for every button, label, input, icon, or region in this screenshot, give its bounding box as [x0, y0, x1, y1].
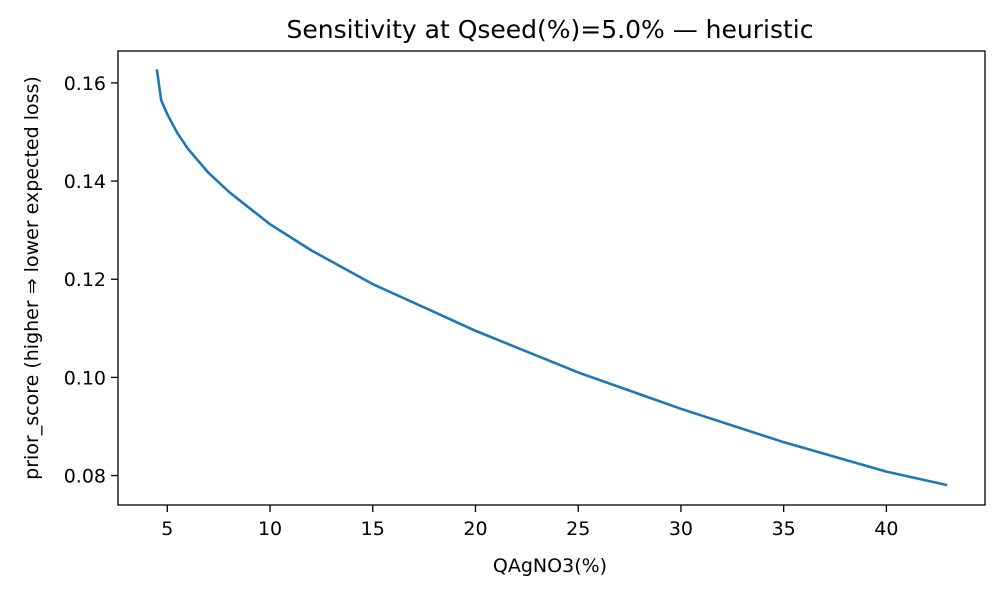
x-tick-label-40: 40	[874, 518, 898, 540]
x-axis-label: QAgNO3(%)	[493, 555, 607, 577]
x-tick-label-25: 25	[566, 518, 590, 540]
x-tick-label-30: 30	[669, 518, 693, 540]
plot-area: 5 10 15 20 25 30 35 40 0.08 0.10 0.12 0.14 0.16	[64, 50, 986, 540]
series-line-0	[155, 69, 948, 487]
y-tick-label-1: 0.10	[64, 367, 106, 389]
y-tick-label-2: 0.12	[64, 269, 106, 291]
x-tick-label-20: 20	[463, 518, 487, 540]
plot-frame	[117, 50, 986, 506]
y-tick-label-4: 0.16	[64, 73, 106, 95]
y-axis-label: prior_score (higher ⇒ lower expected los…	[21, 76, 43, 480]
x-tick-label-15: 15	[361, 518, 385, 540]
chart-title: Sensitivity at Qseed(%)=5.0% — heuristic	[287, 15, 814, 44]
x-tick-label-5: 5	[161, 518, 173, 540]
y-tick-label-3: 0.14	[64, 171, 106, 193]
y-tick-label-0: 0.08	[64, 466, 106, 488]
x-tick-label-10: 10	[258, 518, 282, 540]
x-tick-label-35: 35	[772, 518, 796, 540]
